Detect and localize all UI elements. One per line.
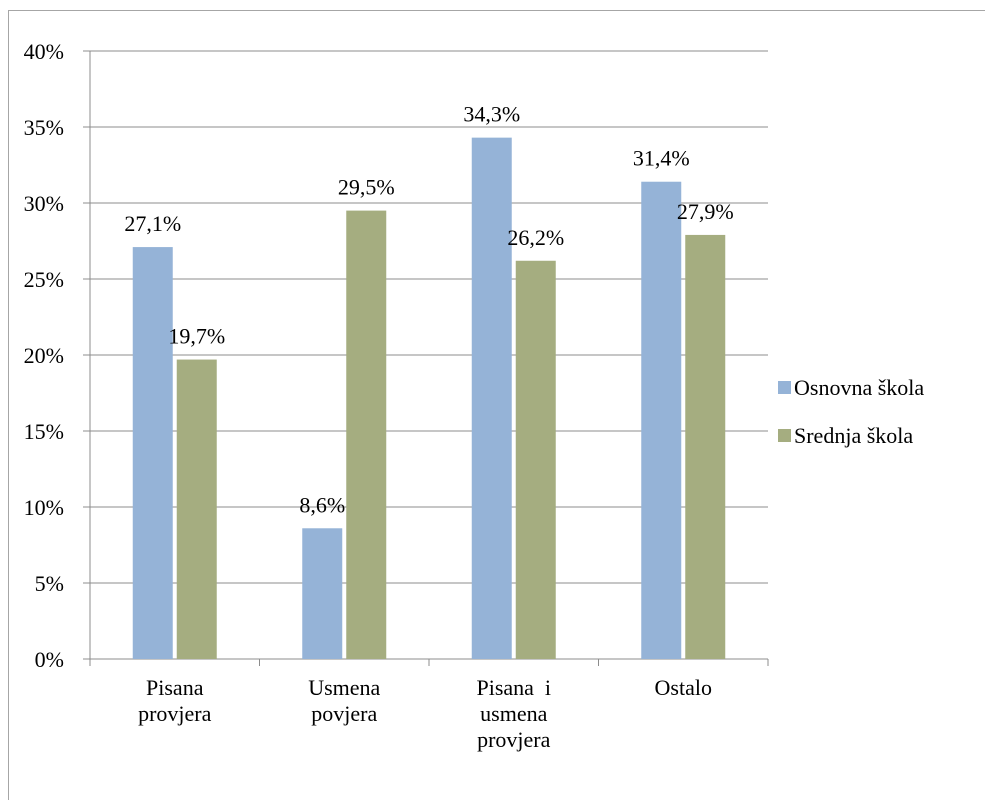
data-label: 31,4% xyxy=(633,146,690,171)
x-category-label: Pisana provjera xyxy=(138,675,212,726)
legend-label: Osnovna škola xyxy=(794,375,924,400)
y-tick-label: 5% xyxy=(35,571,64,596)
data-label: 29,5% xyxy=(338,175,395,200)
y-tick-label: 15% xyxy=(24,419,64,444)
data-label: 27,9% xyxy=(677,199,734,224)
data-label: 34,3% xyxy=(463,102,520,127)
y-tick-label: 10% xyxy=(24,495,64,520)
legend-swatch xyxy=(778,381,791,394)
x-category-label-line: provjera xyxy=(138,701,212,726)
y-tick-label: 40% xyxy=(24,39,64,64)
x-category-label-line: usmena xyxy=(480,701,547,726)
data-label: 19,7% xyxy=(168,324,225,349)
x-category-label: Ostalo xyxy=(655,675,712,700)
data-label: 27,1% xyxy=(124,211,181,236)
x-category-label-line: Ostalo xyxy=(655,675,712,700)
x-category-label: Usmena povjera xyxy=(308,675,380,726)
bar-osnovna xyxy=(132,247,173,659)
legend-swatch xyxy=(778,429,791,442)
y-axis-tick-labels: 0% 5% 10% 15% 20% 25% 30% 35% 40% xyxy=(24,39,64,672)
bar-osnovna xyxy=(302,528,343,659)
y-tick-label: 20% xyxy=(24,343,64,368)
x-category-label-line: Pisana i xyxy=(476,675,551,700)
bar-srednja xyxy=(346,210,387,659)
y-tick-label: 35% xyxy=(24,115,64,140)
bar-srednja xyxy=(685,234,726,660)
bars xyxy=(132,137,726,660)
x-category-label-line: provjera xyxy=(477,727,551,752)
bar-srednja xyxy=(515,260,556,659)
x-category-label: Pisana i usmena provjera xyxy=(476,675,551,752)
data-label: 26,2% xyxy=(507,225,564,250)
bar-srednja xyxy=(176,359,217,659)
data-label: 8,6% xyxy=(299,492,345,517)
x-category-label-line: Usmena xyxy=(308,675,380,700)
legend: Osnovna škola Srednja škola xyxy=(778,375,924,448)
bar-osnovna xyxy=(641,181,682,659)
y-tick-label: 25% xyxy=(24,267,64,292)
data-labels: 27,1% 19,7% 8,6% 29,5% 34,3% 26,2% 31,4% 27,9% xyxy=(124,102,733,518)
legend-label: Srednja škola xyxy=(794,423,913,448)
y-tick-label: 0% xyxy=(35,647,64,672)
x-category-label-line: povjera xyxy=(311,701,377,726)
x-category-label-line: Pisana xyxy=(146,675,204,700)
y-tick-label: 30% xyxy=(24,191,64,216)
bar-osnovna xyxy=(471,137,512,659)
